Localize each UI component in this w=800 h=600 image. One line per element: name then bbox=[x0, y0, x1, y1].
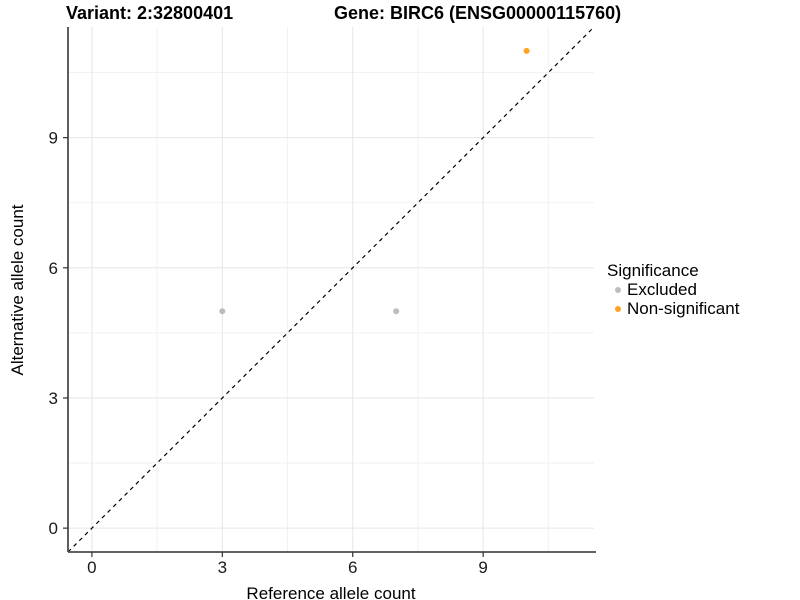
y-tick-label: 0 bbox=[49, 519, 58, 538]
data-points bbox=[219, 47, 530, 315]
x-axis-title: Reference allele count bbox=[246, 584, 416, 600]
y-tick-label: 9 bbox=[49, 129, 58, 148]
data-point-excluded bbox=[219, 308, 226, 315]
axis-lines bbox=[67, 27, 596, 553]
legend-label: Non-significant bbox=[627, 298, 740, 318]
identity-line bbox=[67, 26, 595, 553]
y-tick-label: 3 bbox=[49, 389, 58, 408]
variant-title: Variant: 2:32800401 bbox=[66, 3, 234, 23]
y-axis-title: Alternative allele count bbox=[8, 204, 27, 376]
x-tick-label: 0 bbox=[87, 558, 96, 577]
data-point-non-significant bbox=[523, 47, 530, 54]
legend-label: Excluded bbox=[627, 279, 697, 299]
gene-title: Gene: BIRC6 (ENSG00000115760) bbox=[334, 3, 622, 23]
tick-marks bbox=[63, 137, 484, 557]
x-tick-label: 6 bbox=[348, 558, 357, 577]
major-gridlines bbox=[68, 27, 594, 552]
legend: Significance Excluded Non-significant bbox=[607, 261, 739, 318]
legend-item-excluded: Excluded bbox=[607, 280, 739, 299]
x-tick-label: 3 bbox=[218, 558, 227, 577]
x-tick-labels: 0 3 6 9 bbox=[87, 558, 488, 577]
x-tick-label: 9 bbox=[478, 558, 487, 577]
minor-gridlines bbox=[68, 27, 594, 552]
legend-item-non-significant: Non-significant bbox=[607, 299, 739, 318]
y-tick-label: 6 bbox=[49, 259, 58, 278]
y-tick-labels: 0 3 6 9 bbox=[49, 129, 58, 538]
data-point-excluded bbox=[393, 308, 400, 315]
excluded-dot-icon bbox=[615, 286, 621, 293]
legend-title: Significance bbox=[607, 261, 699, 280]
non-significant-dot-icon bbox=[615, 305, 621, 312]
